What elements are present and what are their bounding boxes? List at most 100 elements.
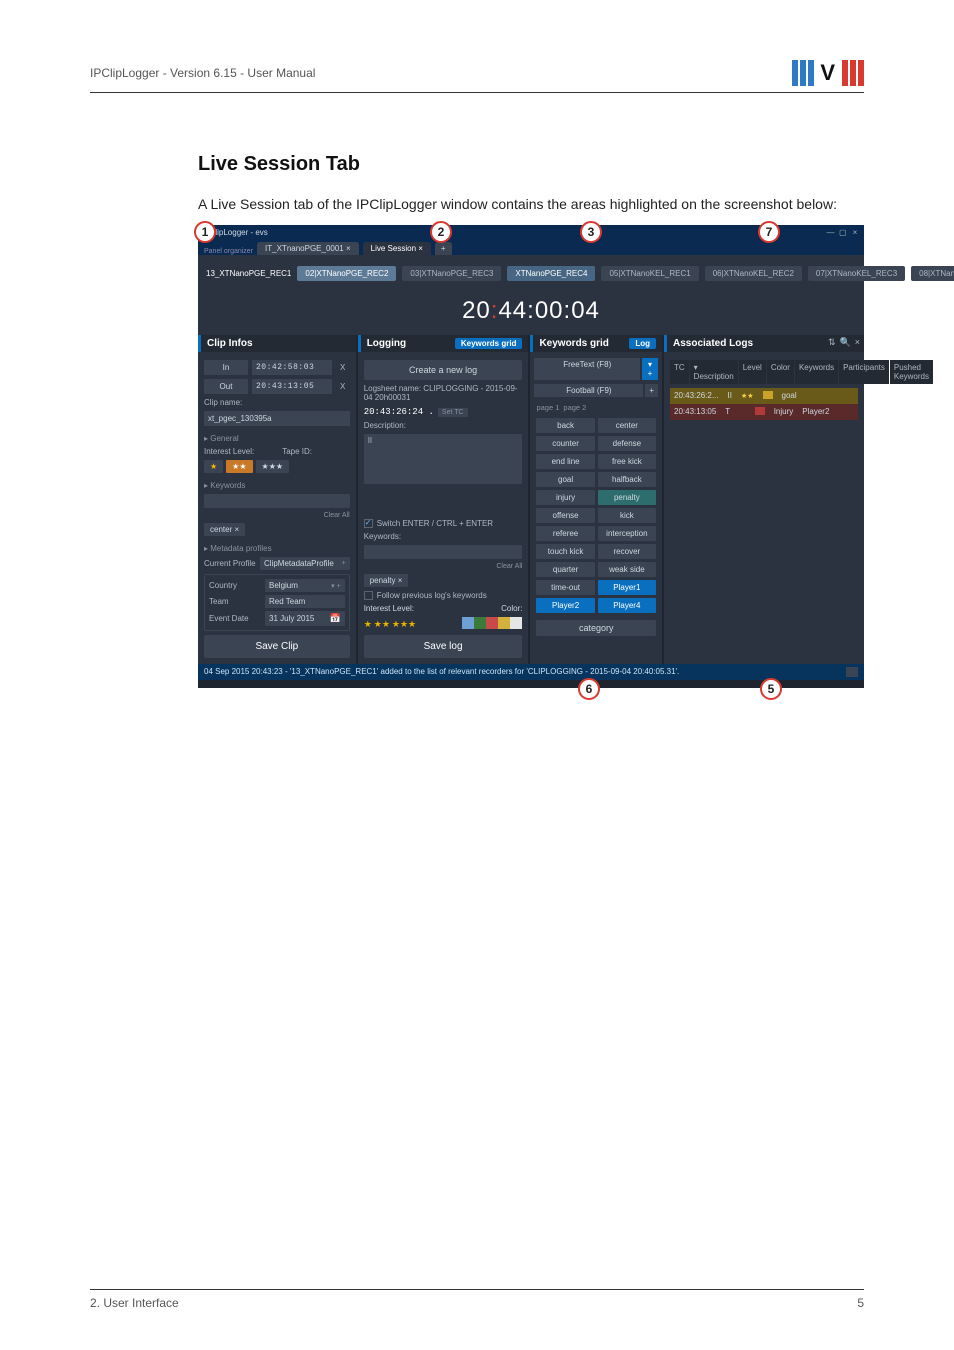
log-keywords-clear[interactable]: Clear All: [364, 563, 523, 570]
description-textarea[interactable]: II: [364, 434, 523, 484]
log-toggle-button[interactable]: Log: [629, 338, 656, 349]
col-level[interactable]: Level: [739, 360, 766, 384]
keyword-cell[interactable]: back: [536, 418, 594, 433]
keywords-clear-all[interactable]: Clear All: [204, 512, 350, 519]
keyword-cell[interactable]: penalty: [598, 490, 656, 505]
keyword-cell[interactable]: injury: [536, 490, 594, 505]
logging-panel: LoggingKeywords grid Create a new log Lo…: [358, 335, 529, 664]
star-1[interactable]: ★: [204, 460, 223, 473]
log-interest-stars[interactable]: ★★★★★★: [364, 619, 416, 630]
clip-name-label: Clip name:: [204, 398, 350, 407]
current-profile-value[interactable]: ClipMetadataProfile+: [260, 557, 350, 570]
pin-icon[interactable]: ⇅: [828, 337, 836, 348]
keyword-cell[interactable]: halfback: [598, 472, 656, 487]
keyword-tag-center[interactable]: center ×: [204, 523, 245, 536]
panel-close-icon[interactable]: ×: [855, 337, 860, 348]
logo-bar-1: [792, 60, 798, 86]
col-color[interactable]: Color: [767, 360, 794, 384]
keyword-cell[interactable]: goal: [536, 472, 594, 487]
recorder-2[interactable]: 03|XTNanoPGE_REC3: [402, 266, 501, 281]
metadata-header[interactable]: ▸ Metadata profiles: [204, 544, 350, 553]
tab-add[interactable]: +: [435, 242, 452, 255]
kw-tab-plus2[interactable]: +: [645, 384, 658, 397]
keyword-cell[interactable]: end line: [536, 454, 594, 469]
col-tc[interactable]: TC: [670, 360, 689, 384]
keyword-cell[interactable]: quarter: [536, 562, 594, 577]
recorder-1[interactable]: 02|XTNanoPGE_REC2: [297, 266, 396, 281]
col-pushed-keywords[interactable]: Pushed Keywords: [890, 360, 933, 384]
recorder-3[interactable]: XTNanoPGE_REC4: [507, 266, 595, 281]
out-clear[interactable]: X: [336, 382, 350, 391]
logo-bar-3c: [858, 60, 864, 86]
kw-category[interactable]: category: [536, 620, 656, 636]
switch-enter-checkbox[interactable]: [364, 519, 373, 528]
save-clip-button[interactable]: Save Clip: [204, 635, 350, 658]
log-keywords-input[interactable]: [364, 545, 523, 559]
keywords-header[interactable]: ▸ Keywords: [204, 481, 350, 490]
star-3[interactable]: ★★★: [256, 460, 290, 473]
event-date-value[interactable]: 31 July 2015📅: [265, 611, 345, 626]
recorder-5[interactable]: 06|XTNanoKEL_REC2: [705, 266, 802, 281]
keywords-grid-button[interactable]: Keywords grid: [455, 338, 523, 349]
keyword-cell[interactable]: weak side: [598, 562, 656, 577]
table-row[interactable]: 20:43:26:2...II★★goal: [670, 388, 858, 404]
color-swatch[interactable]: [474, 617, 486, 629]
keyword-cell[interactable]: time-out: [536, 580, 594, 595]
recorder-6[interactable]: 07|XTNanoKEL_REC3: [808, 266, 905, 281]
set-tc-button[interactable]: Set TC: [438, 408, 468, 417]
follow-prev-checkbox[interactable]: [364, 591, 373, 600]
save-log-button[interactable]: Save log: [364, 635, 523, 658]
in-clear[interactable]: X: [336, 363, 350, 372]
status-dropdown[interactable]: [846, 667, 858, 677]
col-keywords[interactable]: Keywords: [795, 360, 838, 384]
maximize-icon[interactable]: ▢: [838, 228, 848, 237]
search-icon[interactable]: 🔍: [840, 337, 851, 348]
color-swatch[interactable]: [510, 617, 522, 629]
in-label[interactable]: In: [204, 360, 248, 375]
col-participants[interactable]: Participants: [839, 360, 889, 384]
star-2[interactable]: ★★: [226, 460, 252, 473]
keyword-cell[interactable]: touch kick: [536, 544, 594, 559]
keyword-cell[interactable]: Player4: [598, 598, 656, 613]
close-icon[interactable]: ×: [850, 228, 860, 237]
associated-logs-title: Associated Logs: [673, 338, 753, 349]
kw-page-2[interactable]: page 2: [563, 403, 586, 412]
keyword-cell[interactable]: counter: [536, 436, 594, 451]
color-swatch[interactable]: [486, 617, 498, 629]
keyword-cell[interactable]: referee: [536, 526, 594, 541]
keyword-cell[interactable]: kick: [598, 508, 656, 523]
callout-5: 5: [760, 678, 782, 700]
clip-name-value[interactable]: xt_pgec_130395a: [204, 411, 350, 426]
out-label[interactable]: Out: [204, 379, 248, 394]
minimize-icon[interactable]: —: [826, 228, 836, 237]
create-new-log-button[interactable]: Create a new log: [364, 360, 523, 380]
recorder-7[interactable]: 08|XTNanoKEL_REC4: [911, 266, 954, 281]
col-desc[interactable]: ▾ Description: [690, 360, 738, 384]
team-label: Team: [209, 597, 261, 606]
keyword-cell[interactable]: defense: [598, 436, 656, 451]
keywords-input[interactable]: [204, 494, 350, 508]
keyword-cell[interactable]: offense: [536, 508, 594, 523]
country-value[interactable]: Belgium▾ +: [265, 579, 345, 592]
keyword-cell[interactable]: Player1: [598, 580, 656, 595]
keyword-cell[interactable]: free kick: [598, 454, 656, 469]
recorder-4[interactable]: 05|XTNanoKEL_REC1: [601, 266, 698, 281]
color-swatches[interactable]: [462, 617, 522, 631]
tab-live-session[interactable]: Live Session ×: [363, 242, 431, 255]
kw-tab-football[interactable]: Football (F9): [534, 384, 643, 397]
kw-tab-plus[interactable]: ▾ +: [642, 358, 658, 380]
log-keyword-tag[interactable]: penalty ×: [364, 574, 409, 587]
kw-tab-freetext[interactable]: FreeText (F8): [534, 358, 640, 380]
kw-page-1[interactable]: page 1: [536, 403, 559, 412]
keyword-cell[interactable]: center: [598, 418, 656, 433]
assoc-rows: 20:43:26:2...II★★goal20:43:13:05TInjuryP…: [670, 388, 858, 420]
general-header[interactable]: ▸ General: [204, 434, 350, 443]
table-row[interactable]: 20:43:13:05TInjuryPlayer2: [670, 404, 858, 420]
keyword-cell[interactable]: recover: [598, 544, 656, 559]
keyword-cell[interactable]: interception: [598, 526, 656, 541]
color-swatch[interactable]: [498, 617, 510, 629]
color-swatch[interactable]: [462, 617, 474, 629]
keyword-cell[interactable]: Player2: [536, 598, 594, 613]
tab-session1[interactable]: IT_XTnanoPGE_0001 ×: [257, 242, 359, 255]
team-value[interactable]: Red Team: [265, 595, 345, 608]
